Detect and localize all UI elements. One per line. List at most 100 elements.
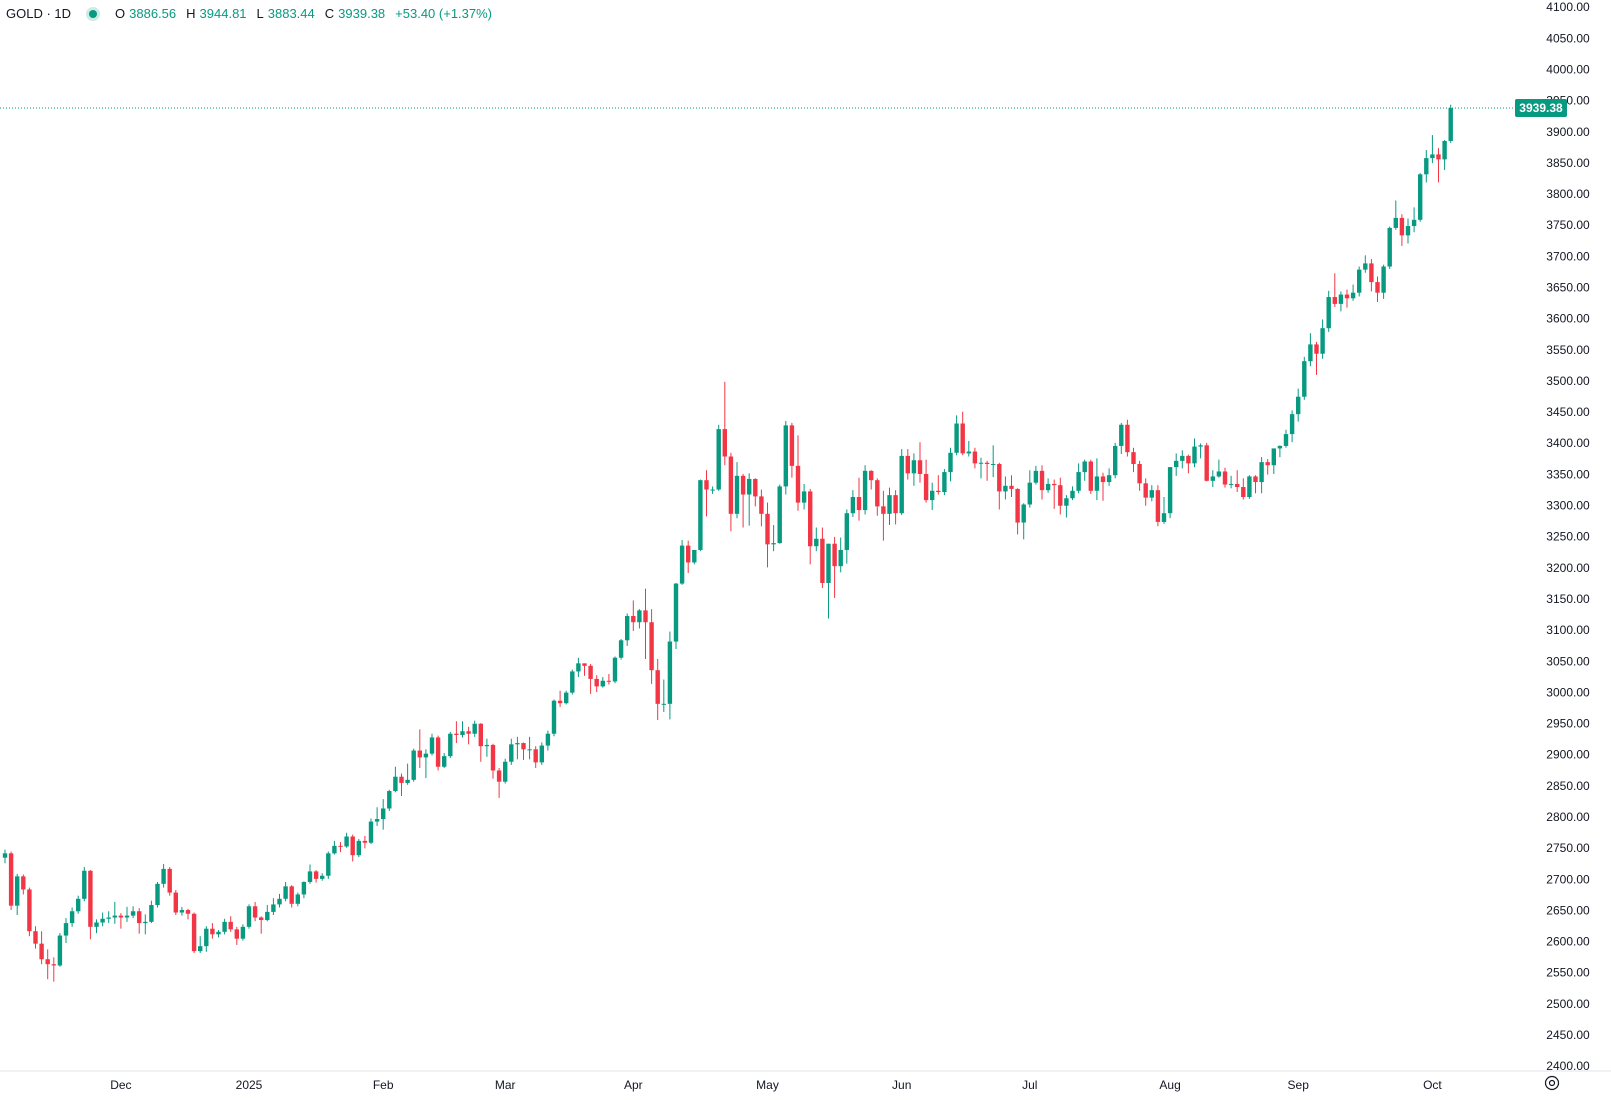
x-tick-label: Oct: [1423, 1078, 1442, 1092]
y-tick-label: 3350.00: [1546, 467, 1590, 481]
candle-body: [320, 875, 325, 879]
candle-body: [564, 692, 569, 704]
candle-body: [155, 883, 160, 906]
candle-body: [1436, 154, 1441, 160]
candle-body: [490, 744, 496, 771]
candle-body: [844, 513, 849, 550]
candle-body: [1253, 476, 1258, 483]
candle-body: [1204, 445, 1209, 481]
candle-body: [917, 460, 923, 474]
candle-body: [1149, 490, 1154, 498]
candle-body: [515, 743, 520, 745]
candle-body: [503, 761, 508, 782]
candle-body: [167, 868, 172, 893]
candle-body: [692, 549, 697, 563]
candle-body: [405, 779, 410, 783]
candle-body: [2, 853, 8, 858]
candle-body: [698, 480, 703, 550]
y-tick-label: 3050.00: [1546, 654, 1590, 668]
candle-body: [997, 463, 1002, 492]
y-tick-label: 2850.00: [1546, 779, 1590, 793]
candle-body: [1015, 488, 1020, 523]
close-value: 3939.38: [338, 6, 386, 21]
candle-body: [1277, 445, 1283, 449]
candle-body: [911, 460, 917, 474]
candle-body: [649, 622, 654, 671]
y-tick-label: 3500.00: [1546, 374, 1590, 388]
candle-body: [930, 490, 935, 501]
candle-body: [893, 495, 898, 514]
x-tick-label: Sep: [1288, 1078, 1310, 1092]
candle-body: [1210, 476, 1215, 481]
y-tick-label: 2900.00: [1546, 748, 1590, 762]
candle-body: [1405, 226, 1411, 236]
y-tick-label: 2400.00: [1546, 1059, 1590, 1073]
candle-body: [1155, 490, 1161, 522]
candle-body: [198, 946, 203, 952]
low-value: 3883.44: [267, 6, 315, 21]
candle-body: [277, 898, 282, 905]
candle-body: [734, 475, 740, 514]
candle-body: [265, 911, 270, 920]
candle-body: [137, 911, 142, 924]
candle-body: [1064, 498, 1069, 506]
candle-body: [442, 756, 447, 767]
candle-body: [271, 904, 276, 912]
y-tick-label: 4050.00: [1546, 31, 1590, 45]
candle-body: [216, 931, 221, 935]
candle-body: [1186, 455, 1191, 464]
candle-body: [1113, 445, 1118, 476]
candle-body: [1442, 140, 1447, 160]
candle-body: [411, 750, 416, 780]
candle-body: [185, 910, 191, 914]
candle-body: [289, 886, 294, 904]
candle-body: [307, 871, 313, 882]
candle-body: [753, 478, 758, 497]
candle-body: [667, 641, 673, 704]
candle-body: [246, 906, 252, 927]
last-price-label: 3939.38: [1519, 101, 1563, 115]
settings-icon[interactable]: [1544, 1075, 1560, 1091]
candle-body: [600, 680, 605, 687]
candle-body: [545, 733, 551, 746]
candle-body: [875, 480, 880, 507]
candle-body: [228, 921, 233, 930]
candle-body: [338, 845, 343, 847]
candle-body: [942, 472, 947, 493]
candle-body: [222, 921, 227, 932]
candle-body: [130, 911, 136, 916]
symbol-name[interactable]: GOLD · 1D: [6, 6, 72, 21]
candles: [2, 104, 1453, 982]
candle-body: [771, 543, 776, 545]
candle-body: [923, 473, 929, 501]
candle-body: [582, 663, 587, 666]
candle-body: [820, 538, 825, 583]
candle-body: [417, 750, 422, 758]
high-key: H: [186, 6, 196, 21]
candle-body: [496, 770, 502, 782]
candle-body: [740, 475, 746, 495]
y-tick-label: 3650.00: [1546, 280, 1590, 294]
candle-body: [332, 845, 337, 854]
candle-body: [100, 918, 105, 923]
candle-body: [509, 744, 514, 762]
candle-body: [1106, 475, 1112, 483]
y-tick-label: 3800.00: [1546, 187, 1590, 201]
candle-body: [1137, 463, 1142, 484]
candle-body: [1381, 266, 1386, 293]
candle-body: [39, 943, 44, 960]
candle-body: [259, 917, 264, 920]
candle-body: [1363, 263, 1368, 270]
candle-body: [448, 733, 453, 757]
y-tick-label: 2750.00: [1546, 841, 1590, 855]
candle-body: [1045, 483, 1051, 491]
candle-body: [1082, 461, 1087, 473]
candle-body: [21, 876, 26, 890]
candle-body: [478, 723, 483, 747]
y-tick-label: 2450.00: [1546, 1028, 1590, 1042]
y-tick-label: 3900.00: [1546, 125, 1590, 139]
candle-body: [1314, 344, 1319, 354]
candle-body: [344, 836, 349, 847]
candle-body: [631, 615, 636, 623]
